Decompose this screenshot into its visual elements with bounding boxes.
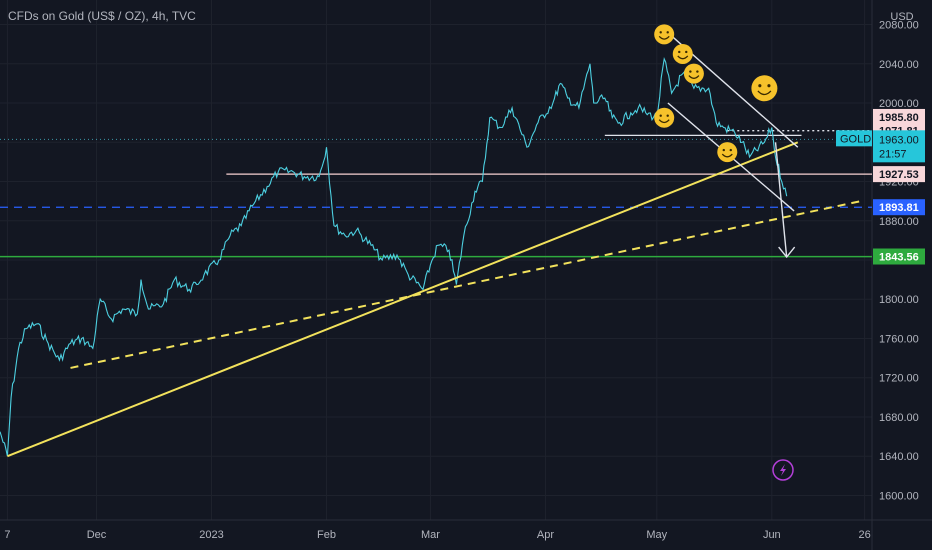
trendline-dashed-trend [70, 200, 862, 369]
y-tick-label: 1800.00 [879, 294, 919, 306]
x-tick-label: Dec [87, 529, 107, 541]
price-label-value: 1893.81 [879, 202, 919, 214]
price-label-box [873, 248, 925, 265]
price-label-box [873, 108, 925, 125]
price-label-value: 1985.80 [879, 112, 919, 124]
y-tick-label: 2040.00 [879, 59, 919, 71]
x-tick-label: Jun [763, 529, 781, 541]
smiley-icon [654, 24, 675, 45]
y-tick-label: 1720.00 [879, 373, 919, 385]
x-tick-label: 7 [4, 529, 10, 541]
smiley-icon [654, 107, 675, 128]
smiley-icon [751, 75, 778, 102]
x-tick-label: Apr [537, 529, 554, 541]
symbol-tag [836, 130, 872, 147]
last-price-box [873, 130, 925, 163]
smiley-icon [683, 63, 704, 84]
currency-label: USD [890, 11, 913, 23]
smiley-icon [717, 142, 738, 163]
price-label-box [873, 166, 925, 183]
y-tick-label: 2000.00 [879, 98, 919, 110]
x-tick-label: 26 [858, 529, 870, 541]
y-tick-label: 2080.00 [879, 20, 919, 32]
lightning-icon [772, 459, 794, 481]
price-label-box [873, 199, 925, 216]
x-tick-label: Mar [421, 529, 440, 541]
smiley-icon [672, 43, 693, 64]
y-tick-label: 1640.00 [879, 451, 919, 463]
projection-arrow-head [778, 246, 796, 259]
x-tick-label: May [646, 529, 667, 541]
price-label-value: 1927.53 [879, 169, 919, 181]
y-tick-label: 1680.00 [879, 412, 919, 424]
y-tick-label: 1760.00 [879, 333, 919, 345]
chart-title: CFDs on Gold (US$ / OZ), 4h, TVC [8, 9, 196, 23]
x-tick-label: 2023 [199, 529, 223, 541]
y-tick-label: 1880.00 [879, 216, 919, 228]
x-tick-label: Feb [317, 529, 336, 541]
symbol-tag-label: GOLD [840, 133, 871, 145]
trendline-long-trend [7, 141, 799, 458]
projection-arrow-shaft [774, 142, 788, 258]
last-price-value: 1963.00 [879, 134, 919, 146]
price-label-value: 1843.56 [879, 252, 919, 264]
y-tick-label: 1600.00 [879, 490, 919, 502]
countdown-timer: 21:57 [879, 148, 907, 160]
